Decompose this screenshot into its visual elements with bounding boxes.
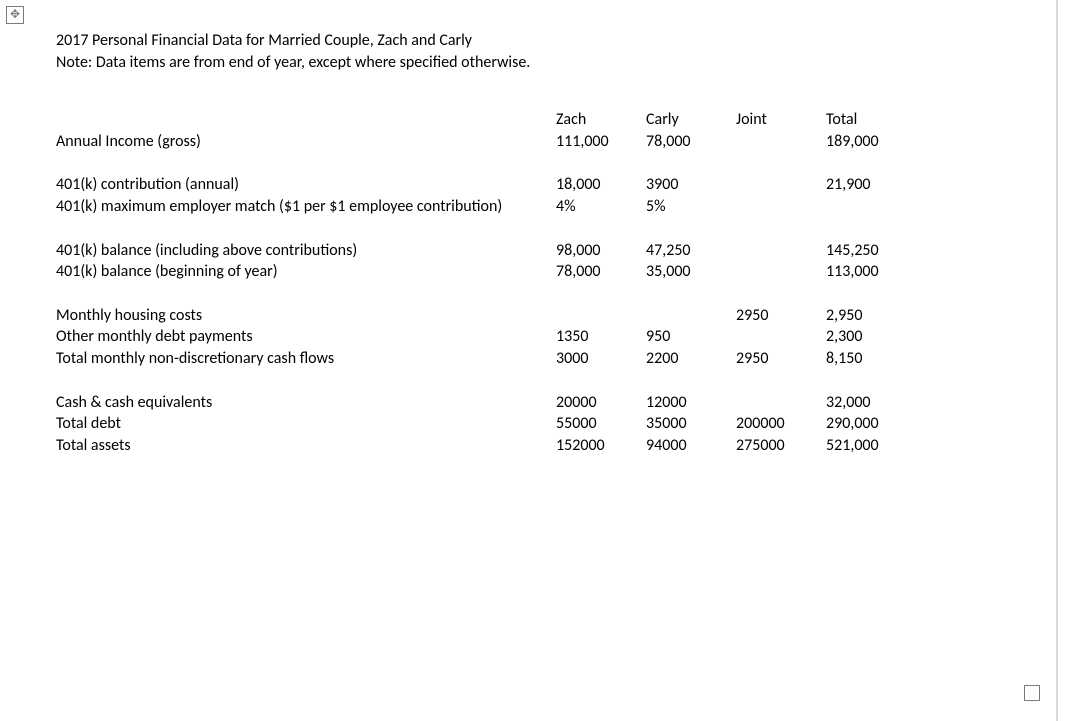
cell: 1350 [556,326,646,348]
cell: 2200 [646,348,736,370]
financial-table: Zach Carly Joint Total Annual Income (gr… [56,109,916,456]
cell: 521,000 [826,435,916,457]
cell: 98,000 [556,240,646,262]
table-row: Cash & cash equivalents 20000 12000 32,0… [56,392,916,414]
cell: 113,000 [826,261,916,283]
cell: 18,000 [556,174,646,196]
cell: 152000 [556,435,646,457]
cell: 3900 [646,174,736,196]
cell: 8,150 [826,348,916,370]
table-row: Other monthly debt payments 1350 950 2,3… [56,326,916,348]
cell: 35000 [646,413,736,435]
cell [736,261,826,283]
row-label: Total debt [56,413,556,435]
cell: 78,000 [556,261,646,283]
cell [736,326,826,348]
table-row: Monthly housing costs 2950 2,950 [56,305,916,327]
col-header-zach: Zach [556,109,646,131]
cell: 2950 [736,348,826,370]
col-header-total: Total [826,109,916,131]
cell: 2,300 [826,326,916,348]
cell: 5% [646,196,736,218]
col-header-carly: Carly [646,109,736,131]
table-row: 401(k) contribution (annual) 18,000 3900… [56,174,916,196]
row-label: Total monthly non-discretionary cash flo… [56,348,556,370]
cell: 290,000 [826,413,916,435]
cell [736,392,826,414]
cell: 2950 [736,305,826,327]
cell: 12000 [646,392,736,414]
cell: 111,000 [556,131,646,153]
cell [736,131,826,153]
page-note: Note: Data items are from end of year, e… [56,52,1016,74]
table-resize-handle-icon[interactable] [1024,685,1040,701]
row-label: Monthly housing costs [56,305,556,327]
table-row: 401(k) maximum employer match ($1 per $1… [56,196,916,218]
cell: 47,250 [646,240,736,262]
cell: 3000 [556,348,646,370]
page-title: 2017 Personal Financial Data for Married… [56,30,1016,52]
move-anchor-icon[interactable]: ✥ [6,6,24,24]
page-right-edge [1056,0,1058,721]
row-label: Other monthly debt payments [56,326,556,348]
cell: 200000 [736,413,826,435]
cell: 4% [556,196,646,218]
cell: 94000 [646,435,736,457]
row-label: Annual Income (gross) [56,131,556,153]
cell: 21,900 [826,174,916,196]
cell: 78,000 [646,131,736,153]
document-body: 2017 Personal Financial Data for Married… [56,30,1016,456]
table-row: Annual Income (gross) 111,000 78,000 189… [56,131,916,153]
table-row: Total debt 55000 35000 200000 290,000 [56,413,916,435]
col-header-joint: Joint [736,109,826,131]
table-row: Total monthly non-discretionary cash flo… [56,348,916,370]
cell [826,196,916,218]
cell [646,305,736,327]
row-label: 401(k) balance (beginning of year) [56,261,556,283]
cell: 2,950 [826,305,916,327]
cell: 32,000 [826,392,916,414]
row-label: Cash & cash equivalents [56,392,556,414]
cell: 950 [646,326,736,348]
cell: 275000 [736,435,826,457]
cell [736,240,826,262]
cell: 189,000 [826,131,916,153]
table-row: 401(k) balance (beginning of year) 78,00… [56,261,916,283]
cell: 20000 [556,392,646,414]
page: ✥ 2017 Personal Financial Data for Marri… [0,0,1076,721]
cell [736,196,826,218]
table-row: Total assets 152000 94000 275000 521,000 [56,435,916,457]
cell [556,305,646,327]
cell: 55000 [556,413,646,435]
cell: 145,250 [826,240,916,262]
row-label: 401(k) balance (including above contribu… [56,240,556,262]
table-row: 401(k) balance (including above contribu… [56,240,916,262]
row-label: Total assets [56,435,556,457]
table-header-row: Zach Carly Joint Total [56,109,916,131]
row-label: 401(k) contribution (annual) [56,174,556,196]
cell [736,174,826,196]
cell: 35,000 [646,261,736,283]
row-label: 401(k) maximum employer match ($1 per $1… [56,196,556,218]
